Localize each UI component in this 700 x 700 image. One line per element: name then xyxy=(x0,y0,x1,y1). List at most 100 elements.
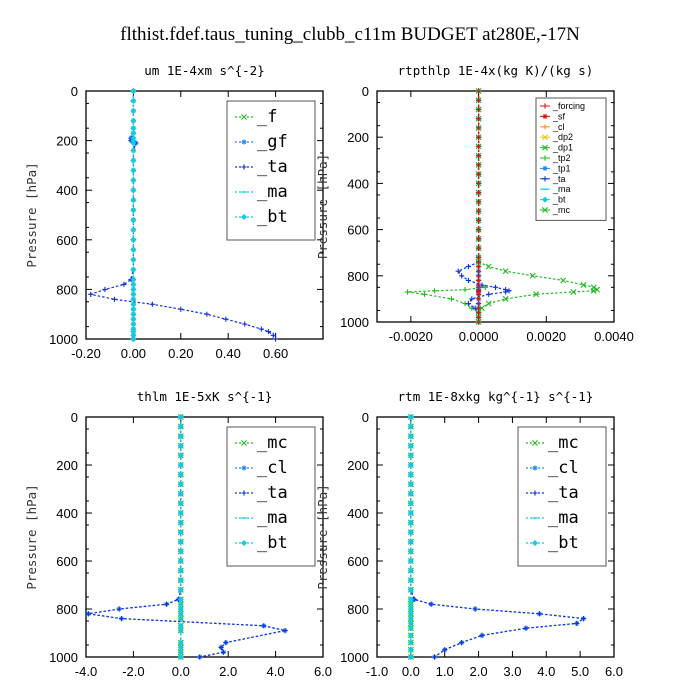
x-tick-label: 0.00 xyxy=(121,346,146,361)
data-point xyxy=(130,87,137,95)
data-point xyxy=(177,548,184,555)
legend-marker xyxy=(240,539,248,547)
data-point xyxy=(475,199,482,205)
legend-marker xyxy=(541,196,549,203)
data-point xyxy=(130,226,137,233)
legend-label: _bt xyxy=(548,533,579,553)
y-tick-label: 800 xyxy=(56,282,78,297)
data-point xyxy=(102,286,108,292)
data-point xyxy=(273,336,279,342)
plot-frame xyxy=(376,416,615,658)
data-point xyxy=(475,97,482,103)
legend-label: _f xyxy=(257,107,277,127)
legend-marker xyxy=(542,113,548,119)
data-point xyxy=(475,106,482,113)
data-point xyxy=(177,567,184,574)
data-point xyxy=(223,316,229,322)
data-point xyxy=(475,88,482,94)
data-point xyxy=(261,623,267,629)
legend-marker xyxy=(240,213,248,221)
data-point xyxy=(407,471,414,478)
data-point xyxy=(475,190,482,196)
data-point xyxy=(177,557,184,565)
data-point xyxy=(177,481,184,488)
data-point xyxy=(407,442,414,449)
legend-label: _bt xyxy=(552,195,566,205)
legend-label: _forcing xyxy=(552,101,585,111)
data-point xyxy=(177,586,184,593)
data-point xyxy=(485,263,492,270)
legend-label: _gf xyxy=(257,132,288,152)
data-point xyxy=(536,611,543,617)
data-point xyxy=(407,519,414,526)
data-point xyxy=(407,567,414,574)
data-point xyxy=(475,171,482,177)
legend-marker xyxy=(542,103,548,109)
data-point xyxy=(485,300,492,307)
data-point xyxy=(130,256,137,263)
data-point xyxy=(475,236,482,242)
legend-label: _ma xyxy=(552,184,571,194)
data-point xyxy=(492,284,499,290)
data-point xyxy=(177,452,184,459)
data-point xyxy=(178,306,184,312)
data-point xyxy=(475,300,482,307)
data-point xyxy=(475,310,482,316)
data-point xyxy=(475,180,482,186)
legend-marker xyxy=(542,176,548,182)
data-point xyxy=(130,236,137,243)
x-tick-label: 0.40 xyxy=(216,346,241,361)
data-point xyxy=(475,162,482,168)
legend-marker xyxy=(542,165,548,171)
data-point xyxy=(130,97,137,104)
data-point xyxy=(478,305,485,312)
x-tick-label: -0.20 xyxy=(71,346,101,361)
legend-label: _ma xyxy=(548,508,579,528)
data-point xyxy=(475,263,482,270)
data-point xyxy=(85,611,91,617)
panel-title: rtm 1E-8xkg kg^{-1} s^{-1} xyxy=(398,389,594,404)
data-point xyxy=(177,433,184,440)
y-tick-label: 200 xyxy=(347,130,369,145)
legend-label: _tp1 xyxy=(552,163,571,173)
legend-label: _ma xyxy=(257,508,288,528)
y-axis-label: Pressure [hPa] xyxy=(24,162,39,267)
data-point xyxy=(149,301,155,307)
data-point xyxy=(177,442,184,449)
y-tick-label: 0 xyxy=(71,410,78,425)
y-tick-label: 1000 xyxy=(49,650,78,665)
y-tick-label: 600 xyxy=(56,233,78,248)
data-point xyxy=(574,620,580,626)
data-point xyxy=(407,490,414,497)
data-point xyxy=(475,227,482,233)
chart-panel-1: um 1E-4xm s^{-2} Pressure [hPa] 0 200 400 600… xyxy=(24,63,324,361)
data-point xyxy=(475,208,482,214)
data-point xyxy=(130,187,137,194)
data-point xyxy=(475,245,482,251)
panel-title: rtpthlp 1E-4x(kg K)/(kg s) xyxy=(398,63,594,78)
y-tick-label: 1000 xyxy=(340,650,369,665)
data-point xyxy=(223,640,229,646)
data-point xyxy=(472,606,478,612)
data-point xyxy=(475,277,482,284)
data-point xyxy=(265,328,272,335)
data-point xyxy=(130,107,137,114)
data-point xyxy=(594,286,601,293)
data-point xyxy=(130,207,137,214)
y-axis-label: Pressure [hPa] xyxy=(315,484,330,589)
legend-label: _mc xyxy=(552,205,571,215)
y-tick-label: 400 xyxy=(56,506,78,521)
data-point xyxy=(503,289,509,295)
data-point xyxy=(533,291,540,298)
data-point xyxy=(407,646,414,653)
y-tick-label: 600 xyxy=(56,554,78,569)
plot-frame xyxy=(376,90,615,323)
x-tick-label: 0.0 xyxy=(172,664,190,679)
data-point xyxy=(177,519,184,526)
data-point xyxy=(130,147,137,154)
legend-marker xyxy=(532,490,538,496)
data-point xyxy=(475,125,482,131)
panel-title: thlm 1E-5xK s^{-1} xyxy=(137,389,272,404)
data-point xyxy=(475,116,482,122)
data-point xyxy=(218,644,224,650)
